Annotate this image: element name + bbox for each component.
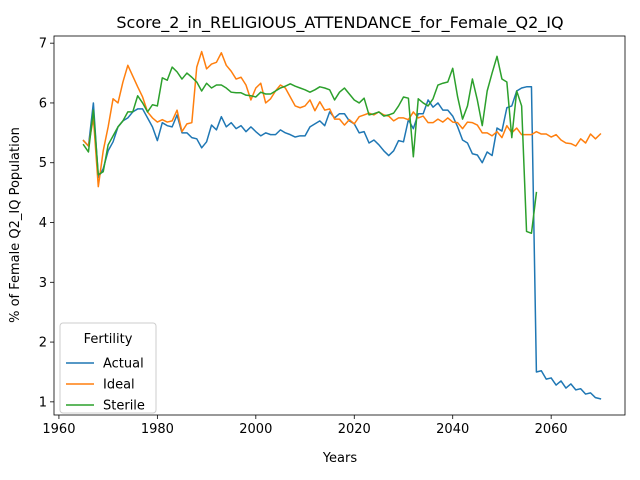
x-tick-label: 2020	[338, 422, 371, 437]
legend-label-actual: Actual	[103, 357, 144, 372]
y-tick-label: 6	[39, 96, 47, 111]
y-tick-label: 5	[39, 156, 47, 171]
y-tick-label: 4	[39, 216, 47, 231]
y-axis-label: % of Female Q2_IQ Population	[8, 127, 23, 323]
series-line-actual	[82, 86, 602, 400]
legend-label-ideal: Ideal	[103, 378, 135, 393]
legend: Fertility Actual Ideal Sterile	[59, 322, 157, 414]
legend-items: Actual Ideal Sterile	[66, 357, 145, 414]
chart-title: Score_2_in_RELIGIOUS_ATTENDANCE_for_Fema…	[116, 13, 563, 33]
series-layer	[82, 50, 602, 400]
legend-title: Fertility	[84, 332, 133, 347]
y-tick-label: 2	[39, 336, 47, 351]
series-line-ideal	[82, 50, 602, 188]
x-tick-label: 1980	[141, 422, 174, 437]
plot-area	[82, 50, 602, 400]
x-axis-label: Years	[322, 451, 358, 466]
x-tick-label: 1960	[42, 422, 75, 437]
y-axis: 1 2 3 4 5 6 7	[39, 37, 54, 410]
x-tick-label: 2060	[535, 422, 568, 437]
legend-label-sterile: Sterile	[103, 399, 145, 414]
y-tick-label: 3	[39, 276, 47, 291]
x-tick-label: 2040	[436, 422, 469, 437]
x-tick-label: 2000	[239, 422, 272, 437]
legend-box	[59, 322, 157, 414]
x-axis: 1960 1980 2000 2020 2040 2060	[42, 415, 568, 437]
plot-frame	[53, 35, 626, 416]
y-tick-label: 7	[39, 37, 47, 52]
series-line-sterile	[82, 55, 538, 235]
y-tick-label: 1	[39, 395, 47, 410]
